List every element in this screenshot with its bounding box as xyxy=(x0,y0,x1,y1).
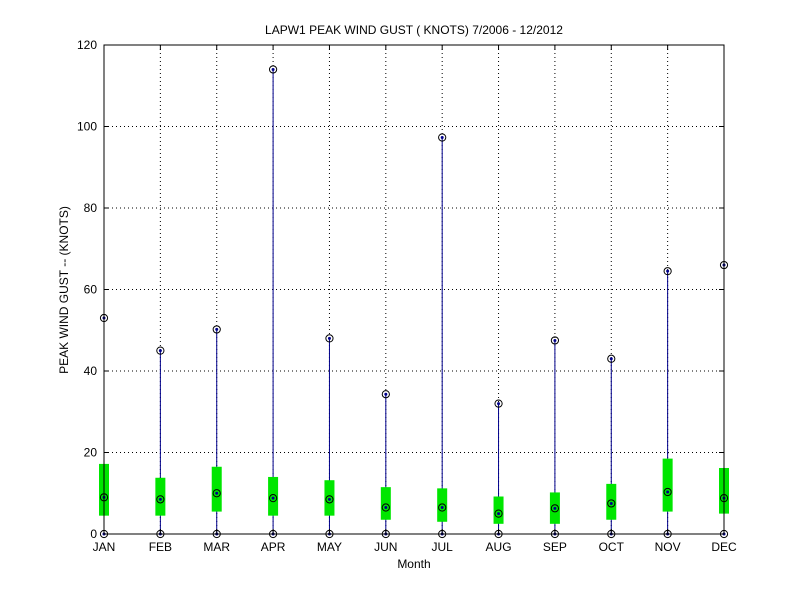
y-tick-label: 60 xyxy=(84,283,98,297)
max-marker xyxy=(268,65,278,74)
x-tick-label: JUN xyxy=(374,540,397,554)
median-marker xyxy=(438,503,447,512)
y-tick-label: 40 xyxy=(84,364,98,378)
chart-title: LAPW1 PEAK WIND GUST ( KNOTS) 7/2006 - 1… xyxy=(265,23,563,37)
x-axis-label: Month xyxy=(397,557,430,571)
max-marker xyxy=(663,267,672,276)
max-marker-dot xyxy=(609,357,613,361)
axis-ticks: 0 20 40 60 80 100 120 JAN FEB MAR APR MAY JUN JUL AUG S… xyxy=(77,38,737,554)
median-marker-dot xyxy=(271,496,275,500)
median-marker xyxy=(268,494,278,503)
median-marker-dot xyxy=(384,506,388,510)
median-marker-dot xyxy=(553,506,557,510)
x-tick-label: FEB xyxy=(149,540,172,554)
y-tick-label: 120 xyxy=(77,38,97,52)
max-marker-dot xyxy=(158,349,162,353)
iqr-box xyxy=(268,476,279,516)
median-marker-dot xyxy=(666,490,670,494)
max-marker-dot xyxy=(553,338,557,342)
max-marker xyxy=(156,346,165,355)
x-tick-label: APR xyxy=(261,540,286,554)
y-tick-label: 80 xyxy=(84,201,98,215)
y-tick-label: 20 xyxy=(84,446,98,460)
median-marker-dot xyxy=(327,497,331,501)
max-marker-dot xyxy=(384,392,388,396)
median-marker-dot xyxy=(609,501,613,505)
iqr-box xyxy=(437,488,448,522)
iqr-box xyxy=(155,477,166,516)
max-marker xyxy=(550,336,560,345)
x-tick-label: AUG xyxy=(486,540,512,554)
median-marker xyxy=(381,503,390,512)
x-tick-label: NOV xyxy=(655,540,681,554)
max-marker xyxy=(381,390,390,399)
max-marker-dot xyxy=(497,402,501,406)
x-tick-label: JUL xyxy=(432,540,454,554)
max-marker xyxy=(212,325,221,334)
y-tick-label: 0 xyxy=(90,527,97,541)
max-marker-dot xyxy=(440,136,444,140)
max-marker-dot xyxy=(327,336,331,340)
max-marker-dot xyxy=(215,327,219,331)
median-marker-dot xyxy=(215,491,219,495)
max-marker-dot xyxy=(271,67,275,71)
plot-marks xyxy=(99,65,729,539)
grid xyxy=(104,45,724,534)
x-tick-label: JAN xyxy=(93,540,116,554)
y-tick-label: 100 xyxy=(77,120,97,134)
max-marker-dot xyxy=(666,269,670,273)
median-marker xyxy=(325,495,334,504)
median-marker-dot xyxy=(158,497,162,501)
median-marker xyxy=(550,504,560,513)
max-marker xyxy=(438,133,447,142)
x-tick-label: MAR xyxy=(203,540,230,554)
x-tick-label: DEC xyxy=(711,540,737,554)
median-marker xyxy=(156,495,165,504)
iqr-box xyxy=(662,458,673,512)
median-marker-dot xyxy=(440,506,444,510)
max-marker xyxy=(607,354,616,363)
iqr-box xyxy=(606,483,617,520)
x-tick-label: OCT xyxy=(599,540,625,554)
max-marker xyxy=(325,334,334,343)
median-marker xyxy=(663,487,672,497)
median-marker xyxy=(607,499,616,508)
x-tick-label: MAY xyxy=(317,540,342,554)
y-axis-label: PEAK WIND GUST -- (KNOTS) xyxy=(57,206,71,374)
max-marker xyxy=(494,399,503,408)
median-marker xyxy=(494,509,503,518)
median-marker xyxy=(212,489,221,498)
x-tick-label: SEP xyxy=(543,540,567,554)
median-marker-dot xyxy=(497,512,501,516)
